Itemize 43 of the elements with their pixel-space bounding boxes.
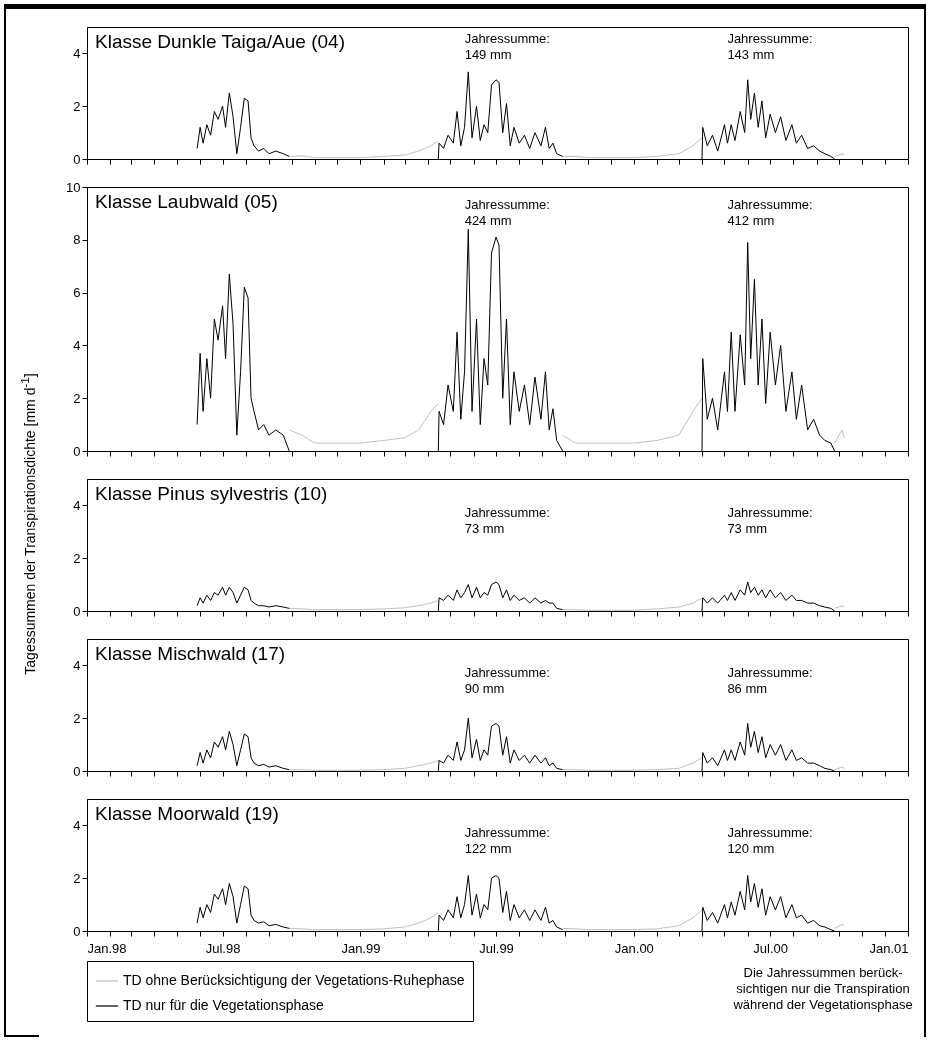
y-tick-label: 2 — [73, 710, 81, 726]
chart-title: Klasse Pinus sylvestris (10) — [95, 483, 328, 504]
x-tick-label: Jul.00 — [753, 940, 789, 956]
legend-label: TD ohne Berücksichtigung der Vegetations-Ruhephase — [123, 972, 465, 988]
y-tick-label: 4 — [73, 817, 81, 833]
y-tick-label: 0 — [73, 763, 81, 779]
annotation: Jahressumme: 412 mm — [727, 197, 813, 228]
y-tick-label: 4 — [73, 45, 81, 61]
y-tick-label: 4 — [73, 497, 81, 513]
annotation: Jahressumme: 120 mm — [727, 825, 813, 856]
y-tick-label: 4 — [73, 657, 81, 673]
x-tick-label: Jan.98 — [87, 940, 127, 956]
y-tick-label: 10 — [66, 179, 81, 195]
y-tick-label: 2 — [73, 550, 81, 566]
y-tick-label: 8 — [73, 232, 81, 248]
annotation: Jahressumme: 73 mm — [727, 505, 813, 536]
annotation: Jahressumme: 424 mm — [464, 197, 550, 228]
annotation: Jahressumme: 149 mm — [464, 31, 550, 62]
chart-title: Klasse Laubwald (05) — [95, 191, 278, 212]
x-tick-label: Jul.98 — [205, 940, 241, 956]
annotation: Jahressumme: 90 mm — [464, 665, 550, 696]
annotation: Jahressumme: 122 mm — [464, 825, 550, 856]
y-tick-label: 6 — [73, 285, 81, 301]
text: Die Jahressummen berück- sichtigen nur die Transpiration während der Vegetationsphase — [732, 965, 913, 1012]
y-tick-label: 2 — [73, 390, 81, 406]
y-tick-label: 0 — [73, 923, 81, 939]
chart-title: Klasse Dunkle Taiga/Aue (04) — [95, 31, 345, 52]
annotation: Jahressumme: 73 mm — [464, 505, 550, 536]
x-tick-label: Jul.99 — [479, 940, 514, 956]
legend-label: TD nur für die Vegetationsphase — [123, 997, 325, 1013]
y-tick-label: 2 — [73, 870, 81, 886]
x-tick-label: Jan.01 — [869, 940, 909, 956]
chart-title: Klasse Moorwald (19) — [95, 803, 279, 824]
annotation: Jahressumme: 86 mm — [727, 665, 813, 696]
y-tick-label: 2 — [73, 98, 81, 114]
y-tick-label: 0 — [73, 443, 81, 459]
annotation: Jahressumme: 143 mm — [727, 31, 813, 62]
y-tick-label: 0 — [73, 151, 81, 167]
x-tick-label: Jan.99 — [341, 940, 381, 956]
y-tick-label: 4 — [73, 337, 81, 353]
x-tick-label: Jan.00 — [614, 940, 654, 956]
chart-title: Klasse Mischwald (17) — [95, 643, 286, 664]
y-tick-label: 0 — [73, 603, 81, 619]
